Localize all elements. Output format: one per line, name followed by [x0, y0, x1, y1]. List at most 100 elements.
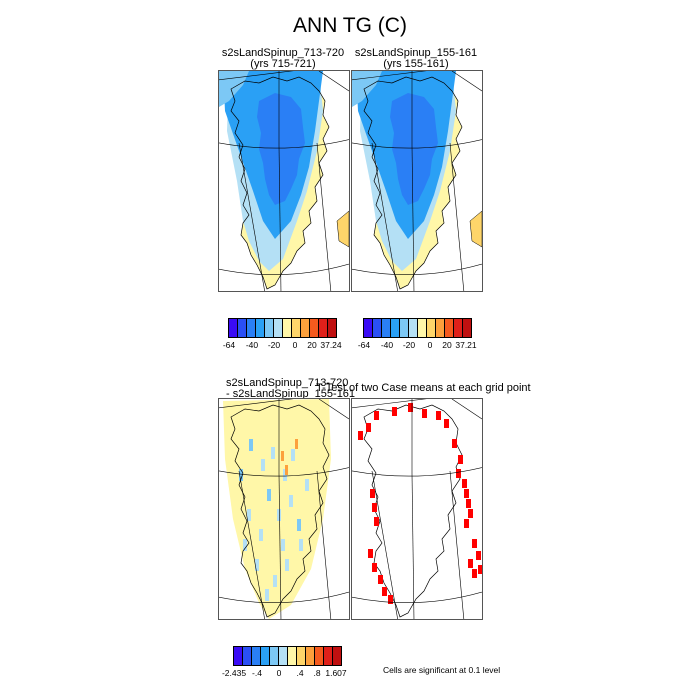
difference-cell-warm	[285, 465, 288, 475]
colorbar-tick-label: 20	[307, 340, 317, 350]
significant-cell	[456, 469, 461, 478]
colorbar-swatch	[265, 319, 274, 337]
colorbar-tick-label: -20	[267, 340, 281, 350]
graticule	[352, 399, 482, 619]
colorbar-swatch	[445, 319, 454, 337]
map-panel-diff	[218, 398, 350, 620]
colorbar-swatch	[256, 319, 265, 337]
significant-cell	[444, 419, 449, 428]
difference-cell	[299, 539, 303, 551]
colorbar-tick-label: 20	[442, 340, 452, 350]
latitude-line	[219, 139, 349, 149]
colorbar-swatch	[373, 319, 382, 337]
significant-cell	[388, 595, 393, 604]
longitude-line	[449, 142, 465, 291]
panel-title-diff-line2: - s2sLandSpinup_155-161	[226, 388, 356, 400]
difference-cell	[243, 539, 247, 551]
ice-core-region	[390, 93, 438, 205]
colorbar-swatch	[292, 319, 301, 337]
colorbar-swatch	[297, 647, 306, 665]
significant-cell	[436, 411, 441, 420]
map-panel-ttest	[351, 398, 483, 620]
significant-cell	[476, 551, 481, 560]
significant-cell	[370, 489, 375, 498]
colorbar-swatch	[391, 319, 400, 337]
colorbar-tick-label: -64	[357, 340, 371, 350]
longitude-line	[411, 145, 415, 291]
colorbar-swatch	[283, 319, 292, 337]
significant-cell	[462, 479, 467, 488]
colorbar-tick-label: 37.24	[320, 340, 342, 350]
latitude-line	[352, 71, 427, 81]
colorbar-swatch	[243, 647, 252, 665]
difference-cell	[285, 559, 289, 571]
map-ttest	[352, 399, 482, 619]
colorbar-swatch	[301, 319, 310, 337]
significant-cell	[368, 549, 373, 558]
coastline	[230, 76, 330, 290]
colorbar-swatch	[315, 647, 324, 665]
difference-cell	[273, 575, 277, 587]
significant-cell	[366, 423, 371, 432]
colorbar-swatch	[252, 647, 261, 665]
colorbar-tick-label: 0	[427, 340, 433, 350]
significant-cell	[464, 519, 469, 528]
panel-title-case2-line1: s2sLandSpinup_155-161	[354, 47, 478, 59]
map-diff	[219, 399, 349, 619]
significant-cell	[468, 559, 473, 568]
latitude-line	[352, 467, 482, 477]
colorbar-swatch	[229, 319, 238, 337]
longitude-line	[278, 145, 282, 291]
colorbar-swatch	[306, 647, 315, 665]
significant-cell	[382, 587, 387, 596]
colorbar-tick-label: -.4	[252, 668, 262, 678]
longitude-line	[411, 473, 415, 619]
colorbar-swatch	[279, 647, 288, 665]
latitude-line	[352, 263, 482, 275]
colorbar-tick-label: 1.607	[325, 668, 347, 678]
difference-cell	[297, 519, 301, 531]
colorbar-tick-label: -20	[402, 340, 416, 350]
colorbar-swatch	[427, 319, 436, 337]
northwest-region	[219, 71, 249, 107]
colorbar-swatch	[310, 319, 319, 337]
page-title: ANN TG (C)	[293, 14, 407, 37]
significant-cell	[452, 439, 457, 448]
colorbar-swatch	[319, 319, 328, 337]
difference-cell	[271, 447, 275, 459]
significance-note: Cells are significant at 0.1 level	[383, 665, 501, 675]
colorbar-tick-label: .4	[296, 668, 304, 678]
difference-cell	[291, 449, 295, 461]
colorbar-swatch	[328, 319, 336, 337]
difference-cell	[277, 509, 281, 521]
colorbar-tick-label: .8	[313, 668, 321, 678]
significant-cell	[422, 409, 427, 418]
difference-cell	[281, 539, 285, 551]
panel-title-diff: s2sLandSpinup_713-720 - s2sLandSpinup_15…	[226, 378, 355, 400]
panel-title-case2-line2: (yrs 155-161)	[383, 58, 449, 70]
longitude-line	[451, 71, 482, 92]
difference-cell	[261, 459, 265, 471]
colorbar-swatch	[409, 319, 418, 337]
significant-cell	[374, 411, 379, 420]
significant-cell	[468, 509, 473, 518]
longitude-line	[238, 142, 265, 291]
colorbar-swatch	[324, 647, 333, 665]
panel-title-case1-line2: (yrs 715-721)	[250, 58, 316, 70]
difference-cell	[247, 509, 251, 521]
colorbar-swatch	[364, 319, 373, 337]
longitude-line	[318, 399, 349, 420]
colorbar-swatch	[288, 647, 297, 665]
significant-cell	[464, 489, 469, 498]
colorbar-tick-label: -40	[380, 340, 394, 350]
difference-cell	[289, 495, 293, 507]
colorbar-tick-label: 37.21	[455, 340, 477, 350]
significant-cell	[472, 569, 477, 578]
significant-cell	[372, 563, 377, 572]
colorbar-swatch	[418, 319, 427, 337]
significant-cell	[372, 503, 377, 512]
northwest-region	[352, 71, 382, 107]
significant-cell	[378, 575, 383, 584]
colorbar-case1: -64 -40 -20 0 20 37.24	[223, 318, 342, 350]
difference-cell-warm	[281, 451, 284, 461]
